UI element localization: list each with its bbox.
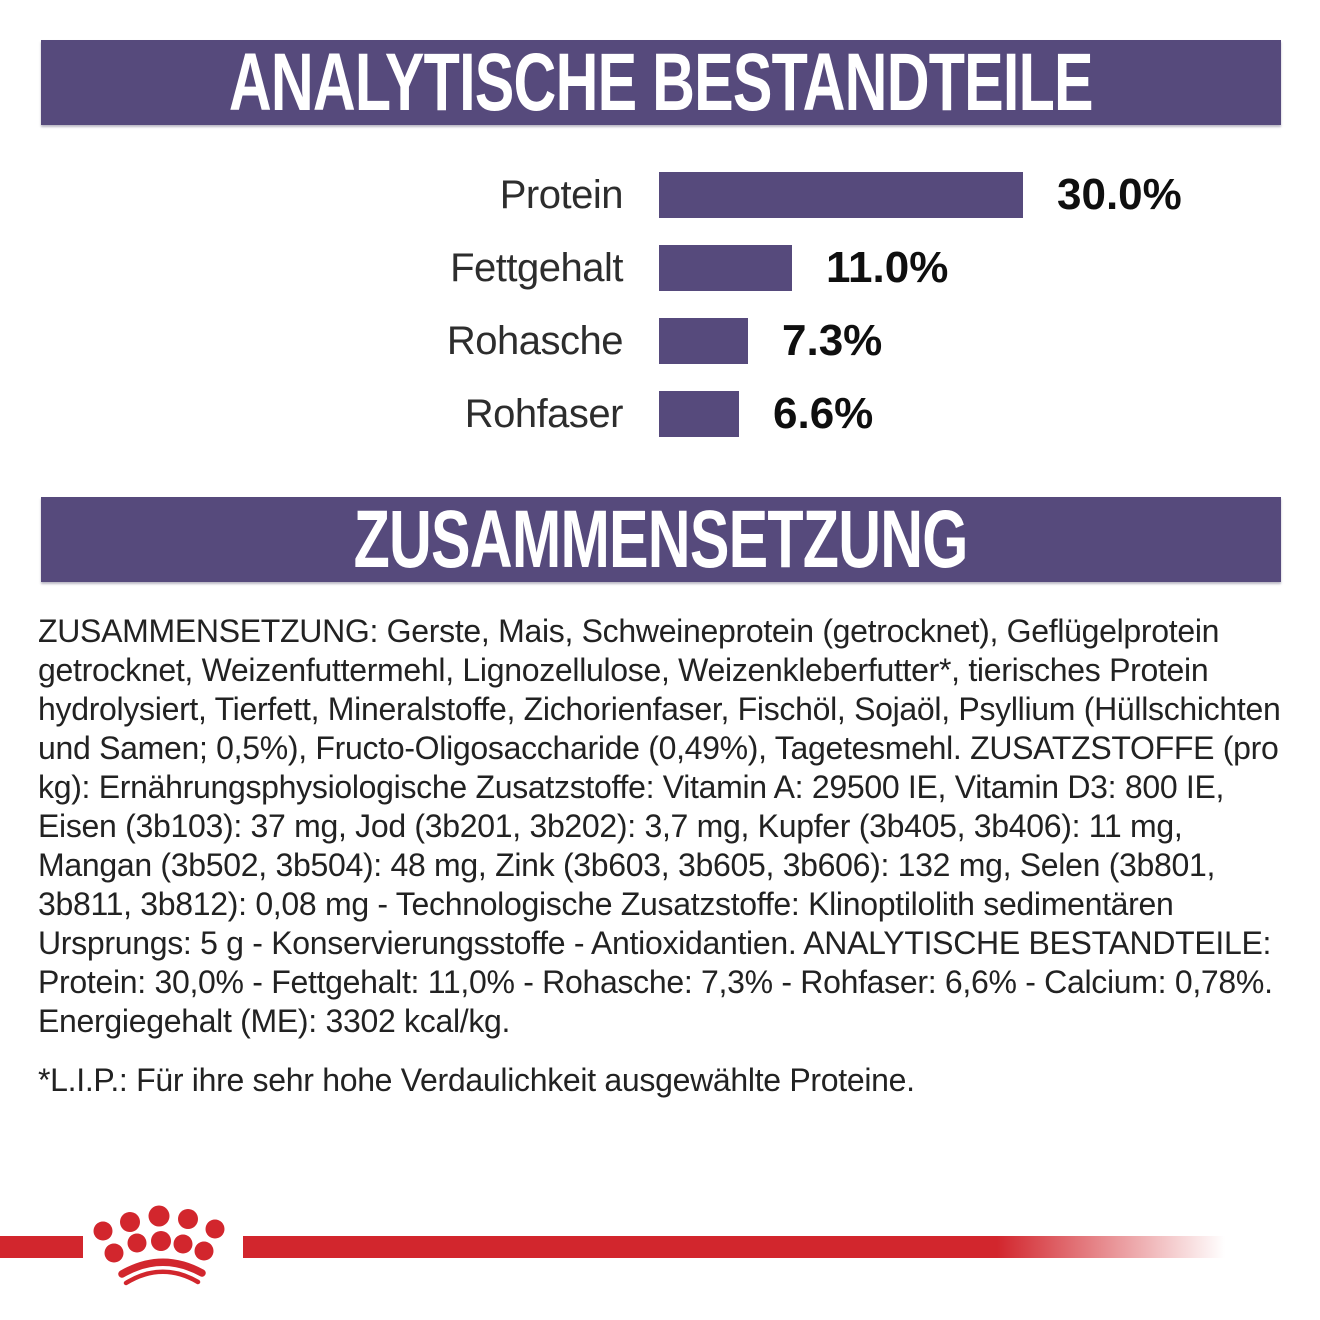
chart-row: Rohasche 7.3% — [38, 316, 1282, 365]
section-header-composition-title: ZUSAMMENSETZUNG — [353, 493, 969, 586]
analytical-constituents-bar-chart: Protein 30.0% Fettgehalt 11.0% Rohasche … — [38, 170, 1282, 438]
chart-value-label: 7.3% — [782, 316, 883, 365]
chart-bar — [659, 391, 739, 437]
chart-category-label: Fettgehalt — [450, 245, 623, 290]
chart-bar — [659, 172, 1023, 218]
chart-bar — [659, 318, 748, 364]
chart-category-label: Protein — [499, 172, 624, 217]
lip-footnote: *L.I.P.: Für ihre sehr hohe Verdaulichke… — [38, 1062, 915, 1098]
section-header-analytical-title: ANALYTISCHE BESTANDTEILE — [229, 36, 1094, 129]
chart-value-label: 11.0% — [826, 243, 949, 292]
section-header-composition: ZUSAMMENSETZUNG — [41, 494, 1281, 585]
brand-divider-line-right — [243, 1236, 1235, 1258]
chart-row: Fettgehalt 11.0% — [38, 243, 1282, 292]
brand-divider-line-left — [0, 1236, 83, 1258]
composition-text: ZUSAMMENSETZUNG: Gerste, Mais, Schweinep… — [38, 613, 1281, 1039]
royal-canin-crown-icon — [93, 1205, 225, 1286]
chart-row: Protein 30.0% — [38, 170, 1282, 219]
section-header-analytical: ANALYTISCHE BESTANDTEILE — [41, 37, 1281, 128]
chart-category-label: Rohasche — [446, 318, 624, 363]
chart-value-label: 6.6% — [773, 389, 874, 438]
chart-value-label: 30.0% — [1057, 170, 1182, 219]
chart-row: Rohfaser 6.6% — [38, 389, 1282, 438]
chart-bar — [659, 245, 792, 291]
chart-category-label: Rohfaser — [464, 391, 624, 436]
